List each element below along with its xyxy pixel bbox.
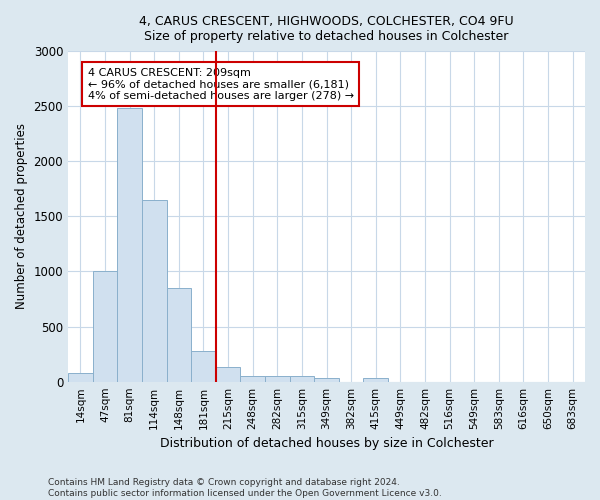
Bar bbox=[265, 376, 290, 382]
Title: 4, CARUS CRESCENT, HIGHWOODS, COLCHESTER, CO4 9FU
Size of property relative to d: 4, CARUS CRESCENT, HIGHWOODS, COLCHESTER… bbox=[139, 15, 514, 43]
Bar bbox=[364, 378, 388, 382]
Bar bbox=[117, 108, 142, 382]
Bar bbox=[314, 378, 339, 382]
Bar bbox=[191, 351, 216, 382]
Bar bbox=[92, 272, 117, 382]
Text: Contains HM Land Registry data © Crown copyright and database right 2024.
Contai: Contains HM Land Registry data © Crown c… bbox=[48, 478, 442, 498]
Bar bbox=[241, 376, 265, 382]
Bar bbox=[290, 376, 314, 382]
Y-axis label: Number of detached properties: Number of detached properties bbox=[15, 124, 28, 310]
Bar bbox=[68, 374, 92, 382]
X-axis label: Distribution of detached houses by size in Colchester: Distribution of detached houses by size … bbox=[160, 437, 493, 450]
Bar bbox=[142, 200, 167, 382]
Bar bbox=[167, 288, 191, 382]
Text: 4 CARUS CRESCENT: 209sqm
← 96% of detached houses are smaller (6,181)
4% of semi: 4 CARUS CRESCENT: 209sqm ← 96% of detach… bbox=[88, 68, 354, 101]
Bar bbox=[216, 367, 241, 382]
